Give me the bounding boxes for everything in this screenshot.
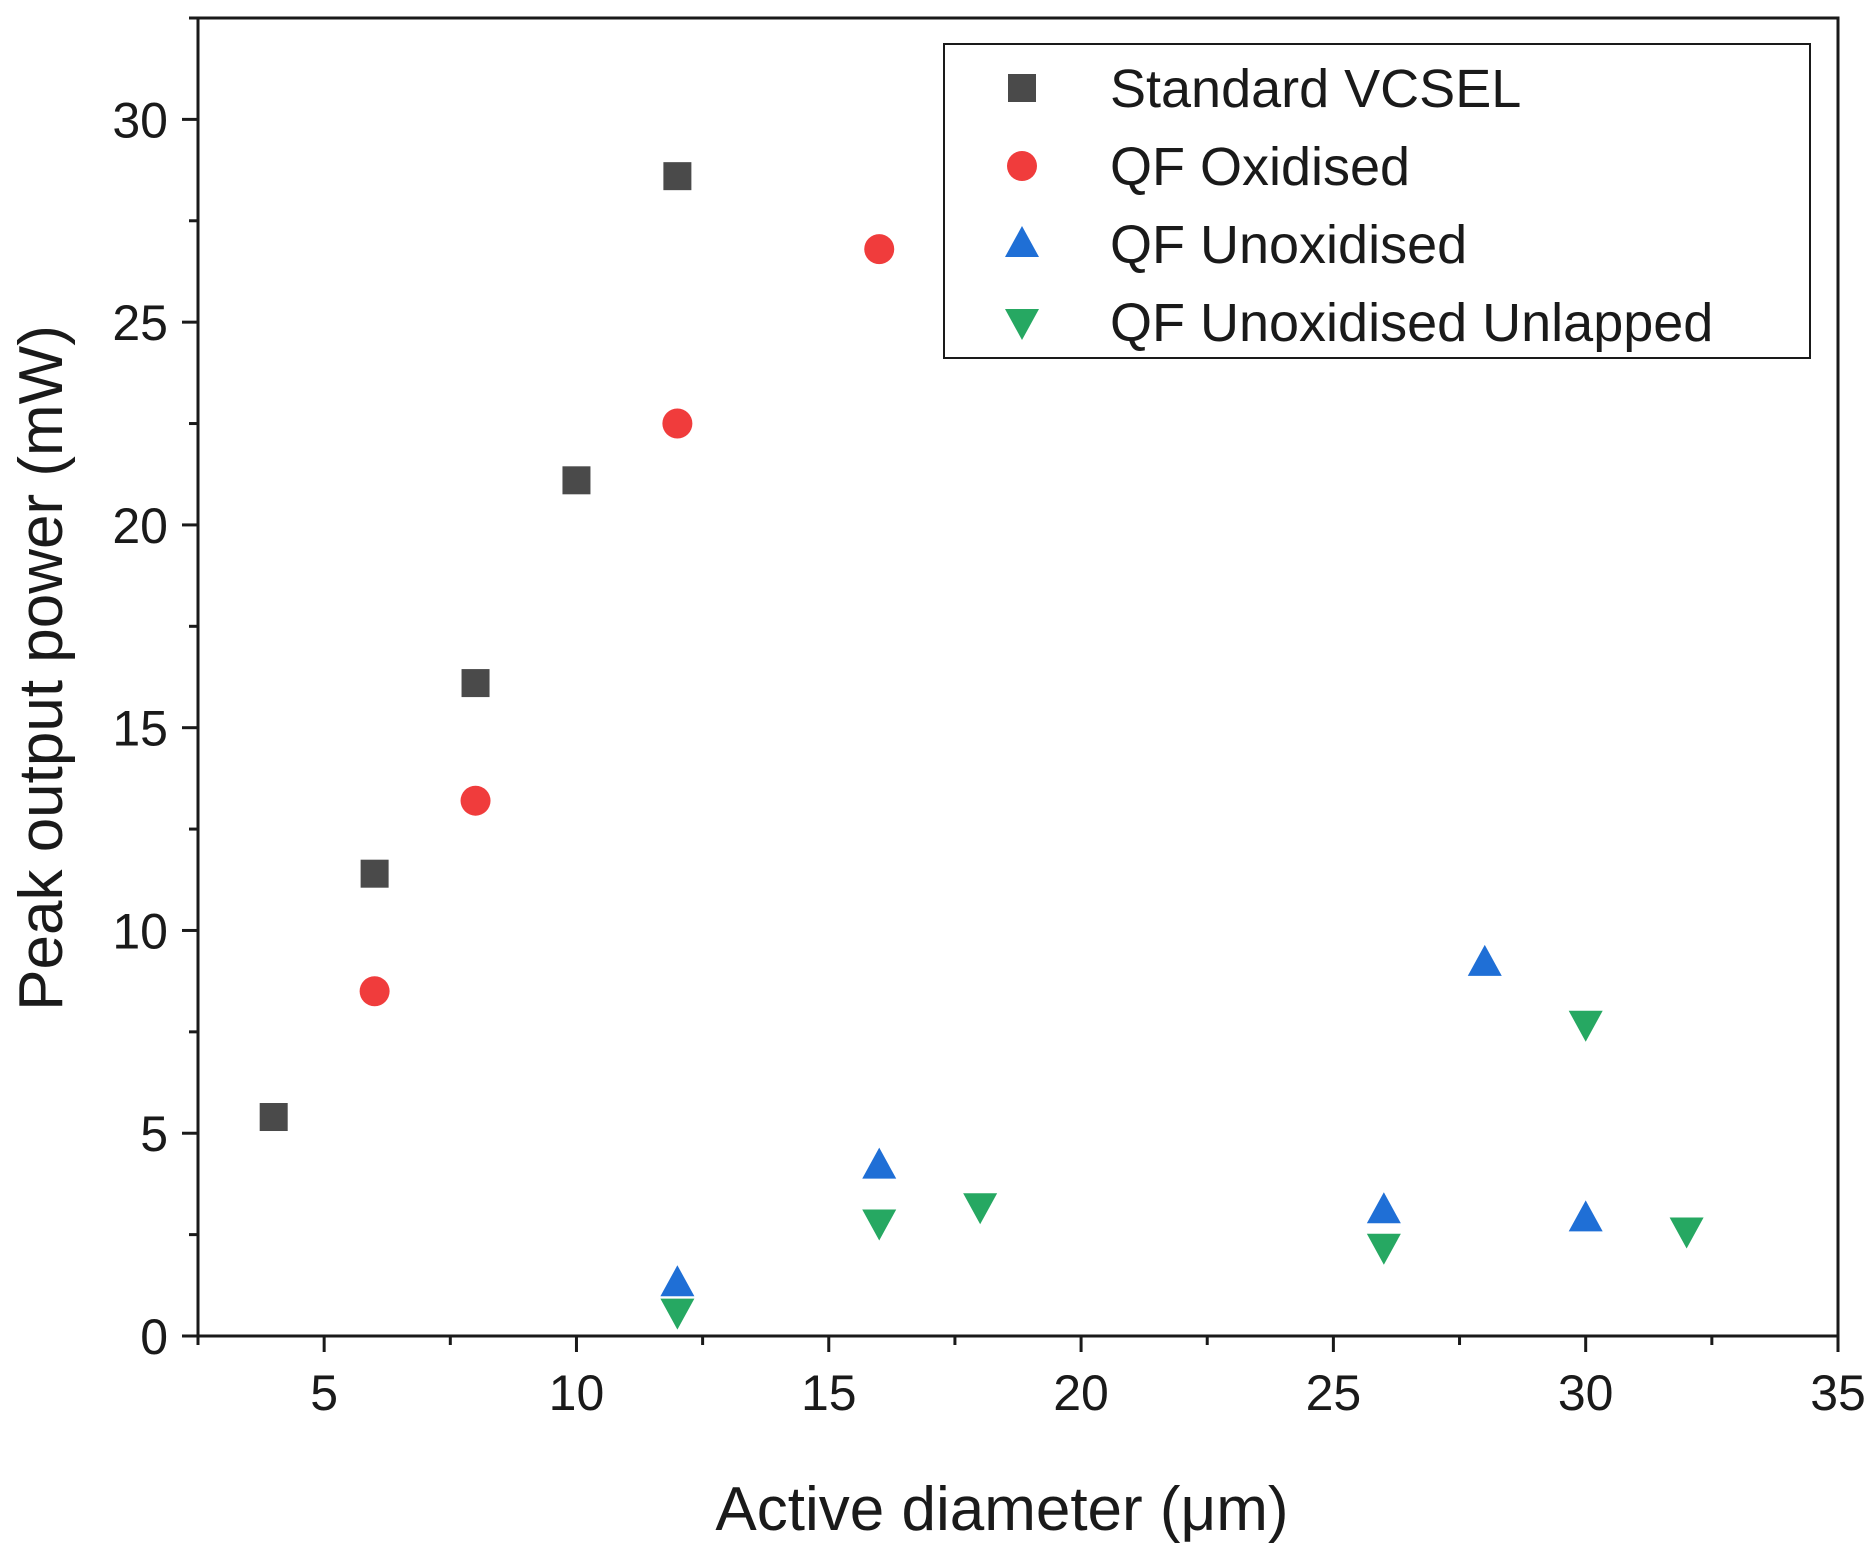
data-marks	[259, 162, 1704, 1330]
legend-marker	[1007, 151, 1037, 181]
legend-label: QF Oxidised	[1110, 137, 1410, 197]
data-point-2	[460, 785, 491, 816]
data-point-4	[660, 1298, 695, 1330]
data-point-3	[660, 1265, 695, 1297]
data-point-2	[662, 408, 693, 439]
x-tick-label: 20	[1053, 1365, 1109, 1421]
tick-group: 5 10 15 20 25 30 35 0 5 10 15 20 25 30	[112, 16, 1866, 1421]
y-tick-label: 25	[112, 295, 168, 351]
legend-marker	[1005, 309, 1039, 340]
legend-label: Standard VCSEL	[1110, 59, 1521, 119]
x-tick-label: 5	[310, 1365, 338, 1421]
data-point-4	[1568, 1010, 1603, 1042]
y-tick-label: 10	[112, 903, 168, 959]
x-tick-label: 25	[1306, 1365, 1362, 1421]
y-tick-label: 30	[112, 92, 168, 148]
legend-box	[943, 43, 1811, 359]
data-point-4	[862, 1209, 897, 1241]
data-point-1	[461, 669, 490, 698]
data-point-1	[360, 859, 389, 888]
data-point-2	[359, 976, 390, 1007]
data-point-1	[663, 162, 692, 191]
data-point-4	[1669, 1217, 1704, 1249]
legend-label: QF Unoxidised Unlapped	[1110, 293, 1713, 353]
data-point-1	[562, 466, 591, 495]
data-point-3	[1366, 1192, 1401, 1224]
y-tick-label: 5	[140, 1106, 168, 1162]
legend-marker	[1005, 226, 1039, 257]
data-point-1	[259, 1103, 288, 1132]
data-point-4	[1366, 1233, 1401, 1265]
x-tick-label: 35	[1810, 1365, 1866, 1421]
y-axis-title: Peak output power (mW)	[7, 325, 76, 1011]
y-tick-label: 20	[112, 498, 168, 554]
axes	[196, 16, 1840, 1338]
legend: Standard VCSEL QF Oxidised QF Unoxidised QF…	[943, 43, 1811, 359]
data-point-4	[963, 1193, 998, 1225]
data-point-3	[1467, 944, 1502, 976]
x-tick-label: 30	[1558, 1365, 1614, 1421]
data-point-3	[862, 1147, 897, 1179]
x-axis-title: Active diameter (μm)	[715, 1475, 1288, 1544]
y-tick-label: 15	[112, 701, 168, 757]
plot-frame	[196, 16, 1840, 1338]
data-point-2	[864, 234, 895, 265]
legend-label: QF Unoxidised	[1110, 215, 1467, 275]
y-tick-label: 0	[140, 1309, 168, 1365]
x-tick-label: 15	[801, 1365, 857, 1421]
data-point-3	[1568, 1200, 1603, 1232]
x-tick-label: 10	[549, 1365, 605, 1421]
legend-marker	[1008, 74, 1036, 102]
